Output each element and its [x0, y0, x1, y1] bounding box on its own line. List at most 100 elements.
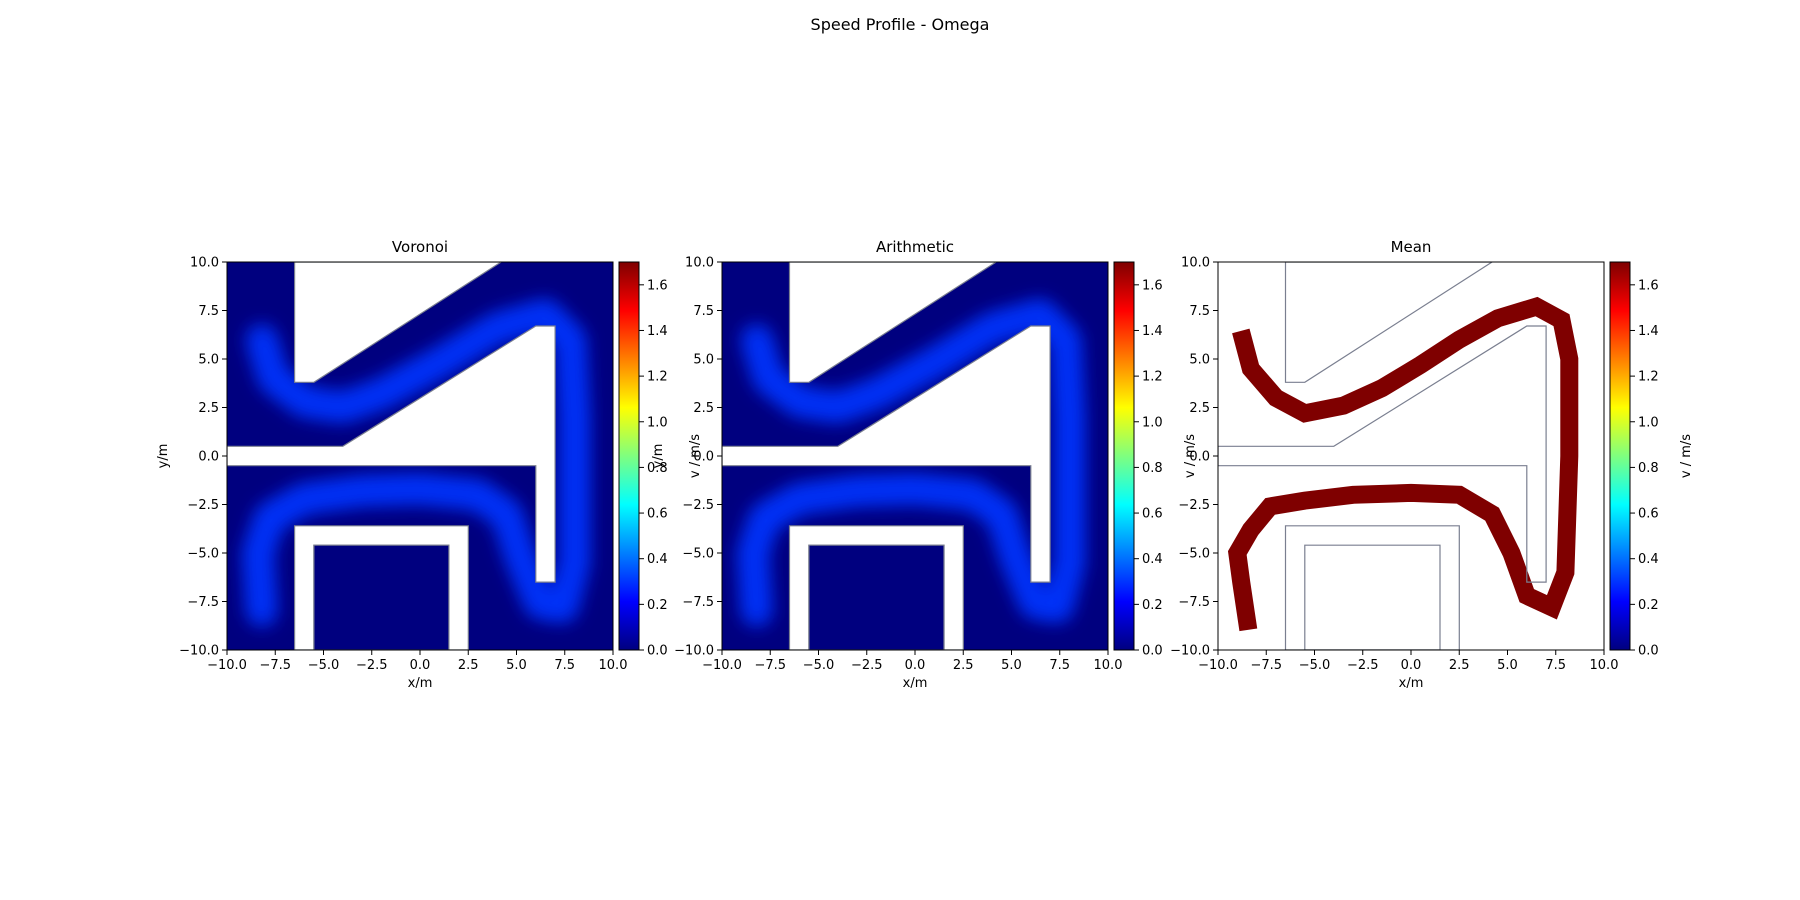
plot-area	[1218, 262, 1604, 650]
colorbar-tick-label: 1.4	[1638, 324, 1659, 339]
geometry-wall	[227, 325, 556, 583]
panel-voronoi: −10.0 −7.5 −5.0 −2.5 0.0 2.5 5.0 7.5 10.0 −10.0 −7…	[156, 238, 703, 691]
x-tick-label: 5.0	[1001, 658, 1022, 673]
colorbar-tick-label: 0.6	[1638, 507, 1659, 522]
colorbar-tick-label: 1.2	[1638, 370, 1659, 385]
x-tick-label: 2.5	[1449, 658, 1470, 673]
inner-room	[313, 544, 450, 650]
panel-title: Arithmetic	[876, 238, 954, 256]
colorbar-tick-label: 1.6	[647, 278, 668, 293]
x-tick-label: 7.5	[554, 658, 575, 673]
colorbar-tick-label: 0.2	[1142, 598, 1163, 613]
x-tick-label: 10.0	[1094, 658, 1123, 673]
x-tick-label: −7.5	[259, 658, 291, 673]
x-tick-label: 0.0	[410, 658, 431, 673]
colorbar-tick-label: 0.4	[1142, 552, 1163, 567]
x-tick-label: −5.0	[803, 658, 835, 673]
y-tick-label: 7.5	[693, 304, 714, 319]
geometry-wall	[1304, 544, 1441, 650]
colorbar-tick-label: 0.8	[647, 461, 668, 476]
inner-room	[808, 544, 945, 650]
y-axis-label: y/m	[651, 444, 666, 469]
y-tick-label: 0.0	[198, 450, 219, 465]
x-tick-label: −10.0	[1198, 658, 1238, 673]
colorbar-tick-label: 0.8	[1638, 461, 1659, 476]
y-tick-label: 2.5	[198, 401, 219, 416]
y-tick-label: 0.0	[1189, 450, 1210, 465]
y-tick-label: 10.0	[1181, 256, 1210, 271]
y-tick-label: −5.0	[187, 547, 219, 562]
x-tick-label: −7.5	[754, 658, 786, 673]
colorbar-label: v / m/s	[1679, 434, 1694, 478]
colorbar-tick-label: 1.0	[1142, 415, 1163, 430]
plot-area	[722, 262, 1108, 650]
x-tick-label: −2.5	[1347, 658, 1379, 673]
colorbar-tick-label: 0.4	[1638, 552, 1659, 567]
y-tick-label: 7.5	[198, 304, 219, 319]
y-tick-label: −5.0	[1178, 547, 1210, 562]
speed-trace	[1227, 296, 1579, 632]
panel-title: Voronoi	[392, 238, 448, 256]
panel-arithmetic: −10.0 −7.5 −5.0 −2.5 0.0 2.5 5.0 7.5 10.0 −10.0 −7…	[651, 238, 1198, 691]
colorbar-tick-label: 1.2	[1142, 370, 1163, 385]
y-tick-label: 5.0	[198, 353, 219, 368]
colorbar-tick-label: 0.0	[1142, 644, 1163, 659]
geometry-wall	[1284, 262, 1494, 383]
colorbar-tick-label: 0.6	[647, 507, 668, 522]
colorbar	[1113, 261, 1135, 651]
y-tick-label: 5.0	[1189, 353, 1210, 368]
y-tick-label: −2.5	[187, 498, 219, 513]
geometry-wall	[1284, 525, 1460, 650]
colorbar-tick-label: 0.6	[1142, 507, 1163, 522]
colorbar-label: v / m/s	[1183, 434, 1198, 478]
y-axis-label: y/m	[156, 444, 171, 469]
y-tick-label: 10.0	[685, 256, 714, 271]
colorbar-tick-label: 1.4	[1142, 324, 1163, 339]
figure-title: Speed Profile - Omega	[811, 15, 990, 34]
y-tick-label: −10.0	[1170, 644, 1210, 659]
colorbar-tick-label: 1.0	[647, 415, 668, 430]
x-tick-label: −2.5	[356, 658, 388, 673]
y-tick-label: 2.5	[1189, 401, 1210, 416]
colorbar-tick-label: 1.6	[1638, 278, 1659, 293]
x-tick-label: −10.0	[702, 658, 742, 673]
x-tick-label: 10.0	[1590, 658, 1619, 673]
geometry-wall	[1218, 325, 1547, 583]
plot-area	[227, 262, 613, 650]
panel-title: Mean	[1391, 238, 1432, 256]
x-axis-label: x/m	[903, 676, 928, 691]
colorbar-tick-label: 0.2	[1638, 598, 1659, 613]
geometry-wall	[788, 262, 998, 383]
x-axis-label: x/m	[408, 676, 433, 691]
field-background	[1218, 262, 1604, 650]
colorbar-label: v / m/s	[688, 434, 703, 478]
colorbar-tick-label: 0.4	[647, 552, 668, 567]
colorbar	[1609, 261, 1631, 651]
y-tick-label: 0.0	[693, 450, 714, 465]
x-tick-label: −5.0	[1299, 658, 1331, 673]
y-tick-label: −7.5	[187, 595, 219, 610]
y-tick-label: −7.5	[682, 595, 714, 610]
geometry-wall	[294, 262, 503, 383]
colorbar-tick-label: 0.0	[1638, 644, 1659, 659]
colorbar-tick-label: 0.0	[647, 644, 668, 659]
colorbar-tick-label: 0.2	[647, 598, 668, 613]
y-tick-label: −2.5	[682, 498, 714, 513]
x-tick-label: −7.5	[1250, 658, 1282, 673]
x-tick-label: 10.0	[599, 658, 628, 673]
y-tick-label: 10.0	[190, 256, 219, 271]
colorbar-tick-label: 1.4	[647, 324, 668, 339]
y-tick-label: 7.5	[1189, 304, 1210, 319]
speed-field-core	[744, 306, 1078, 620]
colorbar-tick-label: 1.0	[1638, 415, 1659, 430]
y-tick-label: −7.5	[1178, 595, 1210, 610]
x-tick-label: 7.5	[1049, 658, 1070, 673]
x-tick-label: 5.0	[1497, 658, 1518, 673]
colorbar-tick-label: 1.6	[1142, 278, 1163, 293]
y-tick-label: −2.5	[1178, 498, 1210, 513]
colorbar-tick-label: 1.2	[647, 370, 668, 385]
x-tick-label: 2.5	[458, 658, 479, 673]
x-tick-label: −10.0	[207, 658, 247, 673]
x-tick-label: 7.5	[1545, 658, 1566, 673]
